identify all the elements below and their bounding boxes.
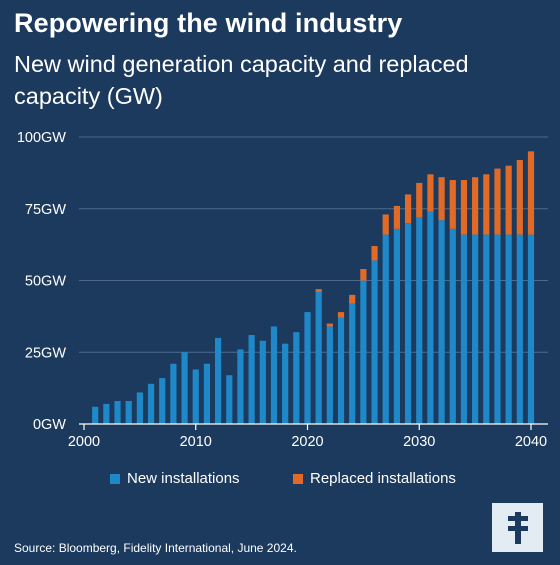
bars xyxy=(92,151,535,424)
bar-new-2004 xyxy=(125,401,132,424)
bar-new-2023 xyxy=(337,317,345,424)
bar-new-2001 xyxy=(92,406,99,424)
bar-new-2034 xyxy=(460,234,468,424)
bar-new-2030 xyxy=(416,217,423,424)
x-tick-label: 2000 xyxy=(68,434,100,450)
bar-new-2026 xyxy=(371,260,378,424)
legend-swatch-new xyxy=(110,473,120,484)
x-axis: 2000 2010 2020 2030 2040 xyxy=(68,423,548,450)
bar-replaced-2022 xyxy=(326,323,333,327)
bar-replaced-2033 xyxy=(449,180,456,229)
bar-new-2036 xyxy=(483,234,490,424)
bar-new-2025 xyxy=(360,280,367,424)
y-tick-label: 0GW xyxy=(33,417,66,433)
bar-new-2018 xyxy=(282,343,289,424)
bar-replaced-2037 xyxy=(494,168,501,235)
x-tick-label: 2030 xyxy=(403,434,435,450)
legend-swatch-replaced xyxy=(293,473,303,484)
legend-item-new: New installations xyxy=(110,470,240,487)
bar-replaced-2034 xyxy=(460,180,468,235)
x-tick-label: 2010 xyxy=(180,434,212,450)
bar-new-2040 xyxy=(527,234,535,424)
bar-new-2003 xyxy=(114,401,121,424)
legend-item-replaced: Replaced installations xyxy=(293,470,456,487)
bar-new-2024 xyxy=(349,303,356,424)
bar-new-2013 xyxy=(226,375,233,424)
bar-replaced-2040 xyxy=(527,151,535,235)
bar-new-2033 xyxy=(449,228,456,424)
bar-new-2016 xyxy=(259,340,266,424)
bar-new-2009 xyxy=(181,352,188,424)
y-tick-label: 50GW xyxy=(25,274,66,290)
bar-replaced-2021 xyxy=(315,289,322,292)
bar-new-2010 xyxy=(192,369,199,424)
x-tick-label: 2040 xyxy=(515,434,547,450)
x-tick-label: 2020 xyxy=(291,434,323,450)
bar-new-2039 xyxy=(516,234,523,424)
bar-new-2028 xyxy=(393,228,400,424)
bar-chart: 0GW 25GW 50GW 75GW 100GW 2000 2010 2020 2030 204… xyxy=(17,130,548,450)
bar-new-2022 xyxy=(326,326,333,424)
legend-label-replaced: Replaced installations xyxy=(310,470,456,487)
bar-new-2020 xyxy=(304,312,311,424)
bar-new-2032 xyxy=(438,220,445,424)
bar-new-2007 xyxy=(159,378,166,424)
bar-new-2005 xyxy=(136,392,143,424)
bar-new-2002 xyxy=(103,403,110,424)
fidelity-f-logo-icon xyxy=(492,503,543,552)
bar-new-2012 xyxy=(215,337,222,424)
chart-subtitle: New wind generation capacity and replace… xyxy=(14,51,469,109)
bar-replaced-2031 xyxy=(427,174,434,212)
y-axis-labels: 0GW 25GW 50GW 75GW 100GW xyxy=(17,130,66,433)
bar-new-2029 xyxy=(404,223,412,424)
bar-new-2015 xyxy=(248,335,255,424)
bar-replaced-2035 xyxy=(472,177,479,235)
bar-replaced-2026 xyxy=(371,246,378,261)
bar-new-2011 xyxy=(203,363,211,424)
y-tick-label: 25GW xyxy=(25,345,66,361)
legend-label-new: New installations xyxy=(127,470,240,487)
bar-new-2006 xyxy=(147,383,155,424)
bar-new-2017 xyxy=(270,326,278,424)
chart-title: Repowering the wind industry xyxy=(14,8,403,38)
source-note: Source: Bloomberg, Fidelity Internationa… xyxy=(14,541,297,555)
bar-new-2008 xyxy=(170,363,177,424)
bar-replaced-2027 xyxy=(382,214,389,235)
bar-new-2031 xyxy=(427,211,434,424)
y-tick-label: 100GW xyxy=(17,130,66,146)
bar-replaced-2036 xyxy=(483,174,490,235)
bar-new-2038 xyxy=(505,234,512,424)
bar-new-2037 xyxy=(494,234,501,424)
bar-new-2027 xyxy=(382,234,389,424)
y-tick-label: 75GW xyxy=(25,202,66,218)
bar-replaced-2024 xyxy=(349,294,356,304)
bar-new-2019 xyxy=(293,332,300,424)
bar-new-2035 xyxy=(472,234,479,424)
bar-replaced-2038 xyxy=(505,165,512,235)
bar-replaced-2025 xyxy=(360,269,367,281)
bar-replaced-2039 xyxy=(516,159,523,235)
gridlines xyxy=(79,136,548,353)
bar-replaced-2029 xyxy=(404,194,412,224)
bar-replaced-2023 xyxy=(337,312,345,318)
bar-replaced-2030 xyxy=(416,182,423,218)
bar-replaced-2032 xyxy=(438,177,445,221)
bar-replaced-2028 xyxy=(393,205,400,229)
bar-new-2021 xyxy=(315,291,322,424)
bar-new-2014 xyxy=(237,349,244,424)
